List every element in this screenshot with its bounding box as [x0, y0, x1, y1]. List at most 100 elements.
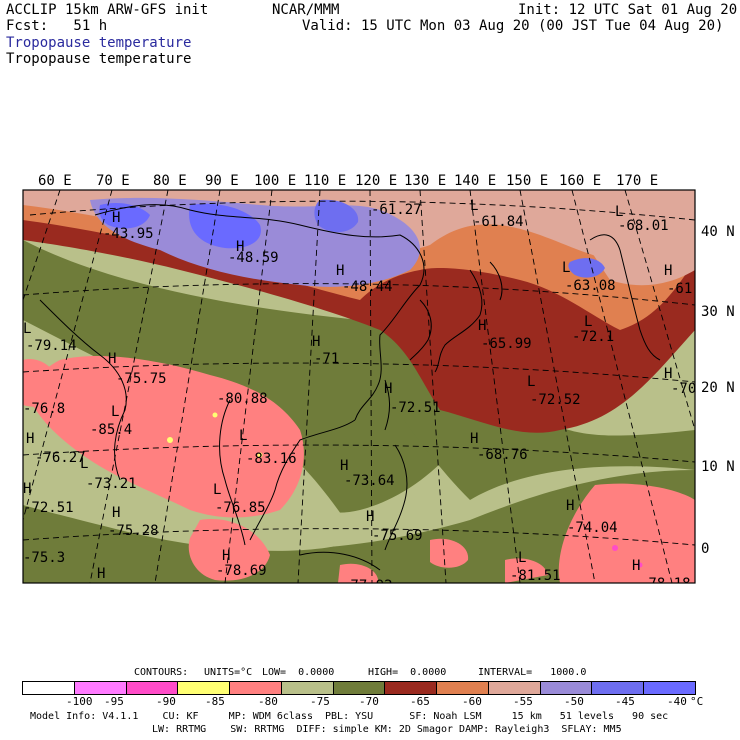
colorbar-swatch [488, 682, 541, 694]
map-frame [22, 189, 696, 584]
value-label: -73.64 [344, 473, 395, 489]
coast-india [39, 299, 127, 481]
colorbar-swatch [178, 682, 231, 694]
colorbar-tick: -100 [66, 695, 93, 708]
mark-h: H [632, 558, 640, 574]
value-label: -72.1 [572, 329, 614, 345]
model-title: ACCLIP 15km ARW-GFS init [6, 2, 209, 18]
mark-l: L [239, 428, 247, 444]
map-field: H -43.95 H -48.59 H -48.44 -61.27 L -61.… [23, 190, 713, 594]
lon-label-80e: 80 E [153, 173, 187, 189]
grat-lon-150 [519, 190, 596, 583]
lon-label-130e: 130 E [404, 173, 446, 189]
colorbar-tick: -60 [462, 695, 482, 708]
colorbar-swatch [74, 682, 127, 694]
colorbar-tick: -90 [156, 695, 176, 708]
colorbar-swatch [126, 682, 179, 694]
value-label: -77.92 [342, 578, 393, 594]
colorbar-swatch [644, 682, 695, 694]
value-label: -75.75 [116, 371, 167, 387]
contours-title: CONTOURS: [134, 667, 189, 678]
colorbar-tick: -50 [564, 695, 584, 708]
lon-label-170e: 170 E [616, 173, 658, 189]
value-label: -74.04 [567, 520, 618, 536]
coast-kamchatka [589, 234, 661, 361]
lat-label-30n: 30 N [701, 304, 735, 320]
field-salmon-patch-1 [430, 538, 469, 568]
contours-units: UNITS=°C [204, 667, 253, 678]
value-label: -71 [314, 351, 339, 367]
mark-h: H [340, 458, 348, 474]
lat-label-0: 0 [701, 541, 709, 557]
grat-lon-90 [154, 190, 221, 583]
value-label: -76.27 [35, 450, 86, 466]
value-label: -85.4 [90, 422, 132, 438]
field-title-shaded: Tropopause temperature [6, 35, 192, 51]
mark-h: H [112, 210, 120, 226]
coast-sakhalin [489, 261, 503, 301]
colorbar-tick: -95 [104, 695, 124, 708]
coast-japan [434, 269, 483, 373]
mark-l: L [80, 456, 88, 472]
colorbar-tick: -85 [205, 695, 225, 708]
mark-l: L [527, 374, 535, 390]
colorbar-swatch [437, 682, 489, 694]
field-magenta-spot-1 [612, 545, 618, 551]
value-label: -72.51 [23, 500, 74, 516]
grat-lat-0 [23, 528, 695, 546]
coast-philippines [384, 444, 408, 551]
lon-label-60e: 60 E [38, 173, 72, 189]
value-label: -75.28 [108, 523, 159, 539]
field-yellow-spot-2 [212, 412, 218, 418]
colorbar-swatch [385, 682, 438, 694]
field-magenta-spot-2 [637, 562, 643, 568]
grat-lon-120 [369, 190, 373, 583]
value-label: -61.84 [473, 214, 524, 230]
mark-h: H [236, 239, 244, 255]
lat-label-40n: 40 N [701, 224, 735, 240]
value-label: -63.08 [565, 278, 616, 294]
field-yellow-spot-1 [167, 437, 173, 443]
coast-indochina [249, 419, 356, 541]
grat-lon-140 [469, 190, 521, 583]
contours-high: HIGH= 0.0000 [368, 667, 447, 678]
grat-lon-70 [23, 190, 113, 521]
colorbar-tick: -55 [513, 695, 533, 708]
colorbar-swatch [281, 682, 334, 694]
forecast-hour: Fcst: 51 h [6, 18, 108, 34]
value-label: -70.1 [671, 381, 713, 397]
colorbar-unit: °C [690, 695, 704, 708]
mark-l: L [518, 550, 526, 566]
extrema-annotations: H -43.95 H -48.59 H -48.44 -61.27 L -61.… [23, 198, 713, 594]
colorbar-tick: -65 [410, 695, 430, 708]
field-blue-patch-3 [314, 199, 359, 233]
coast-taiwan [384, 379, 390, 431]
model-info-line2: LW: RRTMG SW: RRTMG DIFF: simple KM: 2D … [152, 724, 622, 735]
grat-lon-160 [571, 190, 673, 583]
field-blue-patch-4 [568, 258, 605, 278]
lon-label-110e: 110 E [304, 173, 346, 189]
grat-lon-130 [419, 190, 447, 583]
grat-lat-20 [23, 362, 695, 383]
grat-lat-10 [23, 444, 695, 463]
value-label: -78.69 [216, 563, 267, 579]
mark-l: L [111, 404, 119, 420]
value-label: -73.21 [86, 476, 137, 492]
coast-burma [219, 399, 246, 546]
mark-h: H [366, 509, 374, 525]
mark-h: H [108, 351, 116, 367]
colorbar-tick: -80 [258, 695, 278, 708]
lon-label-70e: 70 E [96, 173, 130, 189]
valid-time: Valid: 15 UTC Mon 03 Aug 20 (00 JST Tue … [302, 18, 724, 34]
mark-h: H [97, 566, 105, 582]
value-label: -65.99 [481, 336, 532, 352]
value-label: -48.59 [228, 250, 279, 266]
value-label: -79.14 [26, 338, 77, 354]
mark-h: H [664, 263, 672, 279]
grat-lat-30 [23, 283, 695, 306]
field-title-contour: Tropopause temperature [6, 51, 192, 67]
coastlines [39, 204, 661, 571]
lat-label-20n: 20 N [701, 380, 735, 396]
colorbar-swatch [333, 682, 386, 694]
colorbar-swatch [540, 682, 593, 694]
